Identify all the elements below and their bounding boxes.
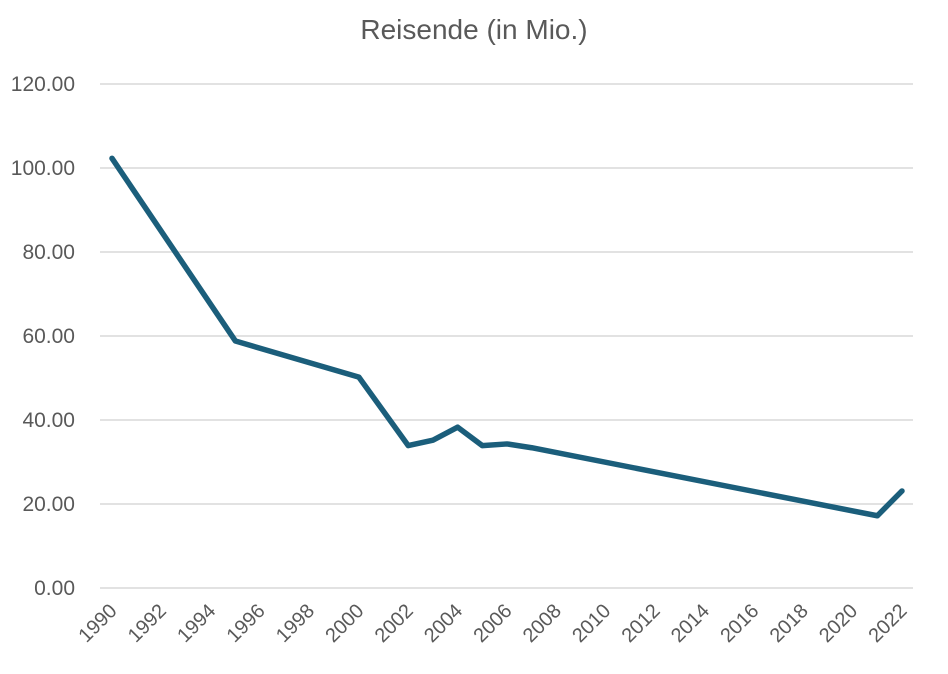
x-tick-label: 2010 — [568, 600, 615, 647]
x-tick-label: 2004 — [420, 600, 467, 647]
data-point — [109, 155, 115, 161]
data-point — [874, 513, 880, 519]
data-point — [529, 445, 535, 451]
series-line-0 — [109, 155, 905, 519]
y-tick-label: 40.00 — [22, 409, 75, 432]
data-point — [479, 443, 485, 449]
grid-lines — [100, 83, 913, 589]
x-tick-label: 2008 — [519, 600, 566, 647]
data-point — [430, 437, 436, 443]
data-point — [504, 441, 510, 447]
x-tick-label: 1992 — [124, 600, 171, 647]
x-tick-label: 2016 — [716, 600, 763, 647]
x-tick-label: 2002 — [371, 600, 418, 647]
chart-title: Reisende (in Mio.) — [360, 14, 588, 45]
x-tick-label: 2022 — [865, 600, 912, 647]
data-point — [455, 424, 461, 430]
x-tick-label: 1996 — [223, 600, 270, 647]
x-tick-label: 2006 — [470, 600, 517, 647]
y-tick-label: 100.00 — [11, 157, 75, 180]
data-point — [356, 374, 362, 380]
y-tick-label: 0.00 — [34, 577, 75, 600]
y-axis-tick-labels: 0.00 20.00 40.00 60.00 80.00 100.00 120.00 — [11, 73, 75, 600]
data-point — [405, 443, 411, 449]
x-tick-label: 1990 — [75, 600, 122, 647]
x-tick-label: 2014 — [667, 600, 714, 647]
data-point — [899, 488, 905, 494]
y-tick-label: 120.00 — [11, 73, 75, 96]
x-tick-label: 2020 — [815, 600, 862, 647]
y-tick-label: 60.00 — [22, 325, 75, 348]
x-tick-label: 2012 — [618, 600, 665, 647]
y-tick-label: 80.00 — [22, 241, 75, 264]
x-tick-label: 2000 — [321, 600, 368, 647]
x-tick-label: 2018 — [766, 600, 813, 647]
y-tick-label: 20.00 — [22, 493, 75, 516]
x-tick-label: 1994 — [173, 600, 220, 647]
data-point — [232, 338, 238, 344]
x-tick-label: 1998 — [272, 600, 319, 647]
series-layer — [109, 155, 905, 519]
x-axis-tick-labels: 1990 1992 1994 1996 1998 2000 2002 2004 2006 2008… — [75, 600, 912, 647]
